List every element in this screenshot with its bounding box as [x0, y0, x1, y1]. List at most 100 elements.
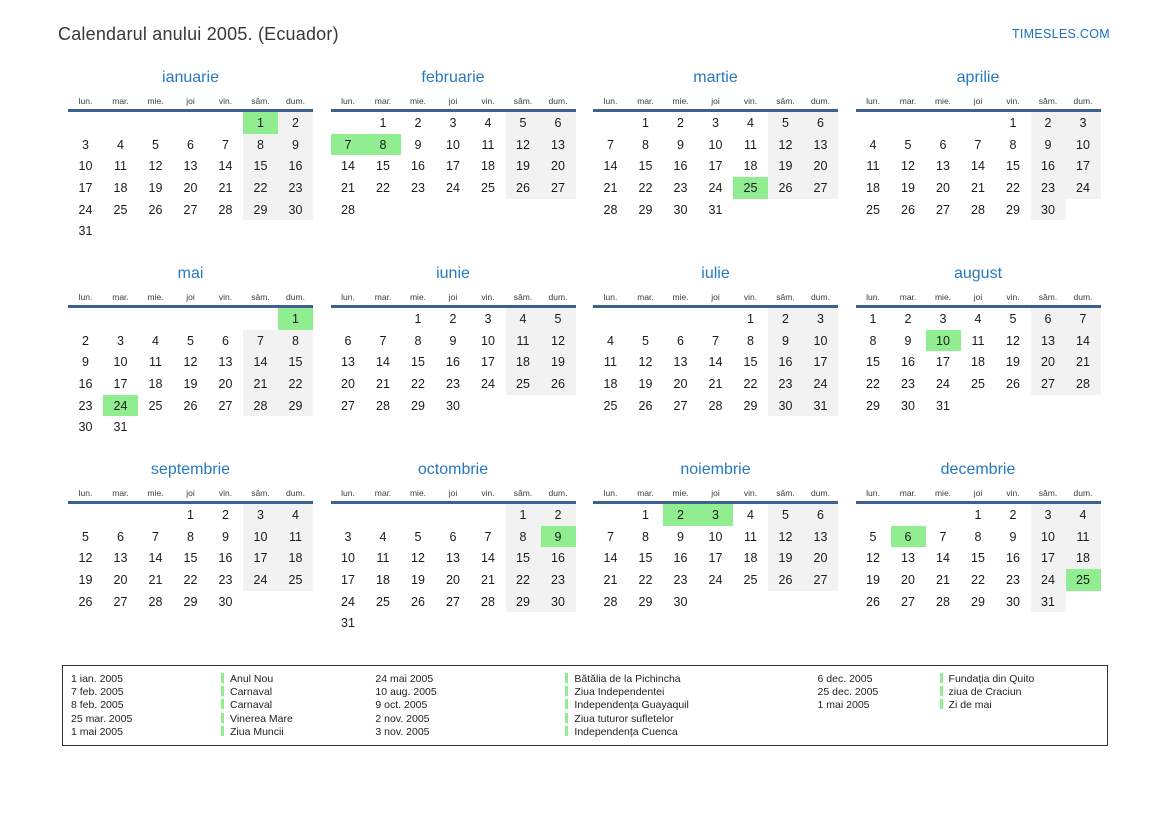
weekend-day-cell: 29: [243, 198, 278, 221]
week-row: 5 6 7 8 9 10 11: [68, 525, 313, 548]
weekday-header-row: lun. mar. mie. joi vin. sâm. dum.: [855, 292, 1101, 308]
day-cell: 21: [603, 572, 618, 587]
day-cell: 2: [414, 115, 422, 130]
day-cell: 18: [743, 159, 758, 174]
empty-day-cell: [471, 612, 506, 634]
weekend-day-cell: 24: [243, 569, 278, 591]
weekday-label: mar.: [112, 488, 129, 498]
weekday-label: mie.: [934, 292, 952, 302]
day-cell: 6: [117, 529, 124, 544]
empty-day-cell: [173, 220, 208, 242]
weekend-day-cell: 22: [243, 177, 278, 199]
day-cell: 12: [901, 159, 915, 174]
day-cell: 18: [971, 355, 985, 370]
weekend-day-cell: 13: [540, 133, 576, 156]
day-cell: 27: [901, 594, 915, 609]
day-cell: 7: [152, 529, 159, 544]
day-cell: 25: [866, 202, 880, 217]
empty-day-cell: [173, 308, 208, 330]
day-cell: 22: [411, 376, 425, 391]
empty-day-cell: [173, 416, 208, 438]
day-cell: 26: [638, 398, 653, 413]
holiday-date: 1 ian. 2005: [71, 673, 123, 685]
month-title: mai: [177, 265, 204, 282]
weekend-day-cell: 9: [768, 329, 803, 352]
day-cell: 26: [411, 594, 425, 609]
day-cell: 16: [673, 551, 688, 566]
weekday-header-row: lun. mar. mie. joi vin. sâm. dum.: [593, 488, 838, 504]
weekday-label: joi: [973, 488, 983, 498]
day-cell: 20: [183, 180, 198, 195]
holiday-marker: [939, 673, 943, 683]
day-cell: 21: [708, 376, 723, 391]
day-cell: 23: [78, 398, 93, 413]
day-cell: 8: [187, 529, 194, 544]
empty-day-cell: [506, 199, 541, 221]
weekday-label: sâm.: [513, 292, 533, 302]
site-link[interactable]: TIMESLES.COM: [1011, 27, 1110, 41]
empty-day-cell: [243, 220, 278, 242]
weekend-day-cell: 19: [768, 155, 803, 178]
day-cell: 8: [869, 333, 877, 348]
day-cell: 12: [411, 551, 425, 566]
day-cell: 29: [183, 594, 198, 609]
week-row: 30 31: [68, 416, 313, 438]
day-cell: 1: [642, 507, 649, 522]
day-cell: 20: [218, 376, 233, 391]
day-cell: 15: [638, 551, 653, 566]
weekend-day-cell: 3: [1030, 504, 1066, 526]
weekday-label: joi: [186, 488, 195, 498]
empty-day-cell: [891, 112, 926, 134]
day-cell: 6: [222, 333, 229, 348]
day-cell: 10: [708, 529, 723, 544]
weekend-day-cell: 15: [505, 547, 541, 570]
legend-group: 1 ian. 2005 Anul Nou 7 feb. 2005 Carnaval 8 …: [71, 673, 375, 739]
holiday-name: Vinerea Mare: [221, 712, 375, 726]
empty-day-cell: [366, 612, 401, 634]
month-ianuarie: ianuarie lun. mar. mie. joi vin. sâm. dum. 1 2 3 4 5…: [68, 68, 313, 264]
day-cell: 18: [866, 180, 880, 195]
day-cell: 14: [376, 355, 390, 370]
week-row: 11 12 13 14 15 16 17: [856, 155, 1101, 178]
week-row: 27 28 29 30: [331, 395, 576, 417]
weekend-day-cell: 10: [1065, 133, 1101, 156]
holiday-date: 6 dec. 2005: [817, 673, 873, 685]
day-cell: 11: [376, 551, 390, 566]
weekend-day-cell: 12: [505, 133, 541, 156]
weekend-day-cell: 17: [803, 351, 838, 374]
day-cell: 25: [376, 594, 390, 609]
day-cell: 30: [218, 594, 233, 609]
empty-day-cell: [961, 112, 996, 134]
holiday-day-cell: 6: [890, 525, 926, 548]
day-cell: 11: [149, 355, 162, 370]
week-row: 18 19 20 21 22 23 24: [593, 373, 838, 395]
weekend-day-cell: 26: [505, 177, 541, 199]
day-cell: 30: [673, 594, 688, 609]
weekday-label: sâm.: [776, 488, 795, 498]
weekend-day-cell: 7: [243, 329, 278, 352]
day-cell: 17: [708, 551, 723, 566]
week-row: 10 11 12 13 14 15 16: [68, 155, 313, 178]
day-cell: 2: [82, 333, 89, 348]
weekend-day-cell: 4: [505, 308, 541, 330]
weekend-day-cell: 31: [1030, 590, 1066, 613]
week-row: 14 15 16 17 18 19 20: [593, 155, 838, 178]
weekend-day-cell: 3: [1065, 112, 1101, 134]
page-header: Calendarul anului 2005. (Ecuador) TIMESL…: [0, 0, 1169, 46]
weekday-header-row: lun. mar. mie. joi vin. sâm. dum.: [855, 488, 1101, 504]
week-row: 12 13 14 15 16 17 18: [68, 547, 313, 570]
empty-day-cell: [541, 395, 576, 417]
weekday-label: sâm.: [251, 96, 270, 106]
weekday-label: mie.: [147, 96, 164, 106]
month-title: decembrie: [940, 461, 1016, 478]
weekend-day-cell: 21: [1065, 351, 1101, 374]
empty-day-cell: [733, 591, 768, 613]
day-cell: 3: [344, 529, 352, 544]
holiday-date: 25 dec. 2005: [817, 686, 879, 699]
day-cell: 23: [1006, 572, 1020, 587]
weekend-day-cell: 13: [1030, 329, 1066, 352]
legend-group: 6 dec. 2005 Fundația din Quito 25 dec. 200…: [818, 673, 1107, 739]
day-cell: 31: [936, 398, 950, 413]
